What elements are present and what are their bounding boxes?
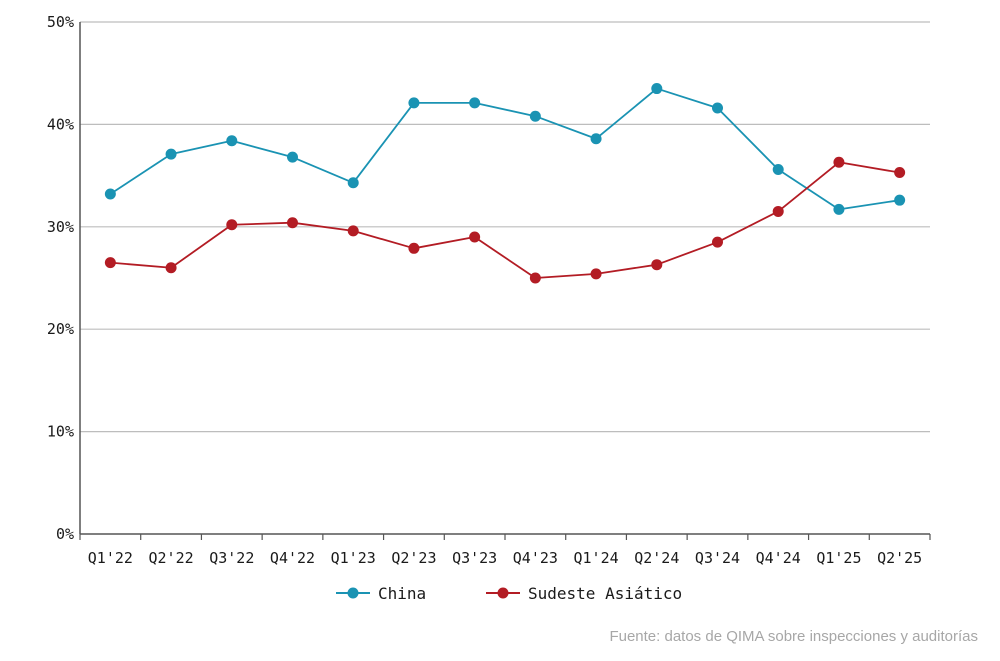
data-point bbox=[833, 156, 845, 168]
data-point bbox=[408, 242, 420, 254]
data-point bbox=[590, 268, 602, 280]
x-tick-label: Q3'24 bbox=[695, 549, 740, 567]
gridlines bbox=[80, 21, 930, 433]
x-tick-label: Q3'23 bbox=[452, 549, 497, 567]
x-tick-label: Q2'23 bbox=[391, 549, 436, 567]
legend-label: China bbox=[378, 584, 426, 603]
data-series bbox=[104, 83, 906, 284]
x-tick-label: Q3'22 bbox=[209, 549, 254, 567]
legend: China Sudeste Asiático bbox=[336, 584, 682, 603]
data-point bbox=[165, 262, 177, 274]
data-point bbox=[287, 151, 298, 163]
x-tick-label: Q1'23 bbox=[331, 549, 376, 567]
data-point bbox=[287, 217, 298, 229]
data-point bbox=[469, 231, 481, 243]
y-tick-label: 40% bbox=[47, 115, 74, 133]
data-point bbox=[104, 257, 116, 269]
y-tick-label: 30% bbox=[47, 218, 74, 236]
data-point bbox=[833, 203, 845, 215]
legend-item: China bbox=[336, 584, 426, 603]
x-tick-label: Q1'25 bbox=[816, 549, 861, 567]
data-point bbox=[408, 97, 420, 109]
y-tick-label: 50% bbox=[47, 13, 74, 31]
data-point bbox=[347, 177, 359, 189]
data-point bbox=[894, 194, 906, 206]
x-axis-tick-labels: Q1'22 Q2'22 Q3'22 Q4'22 Q1'23 Q2'23 Q3'23 Q4'23… bbox=[88, 549, 922, 567]
x-tick-label: Q4'22 bbox=[270, 549, 315, 567]
data-point bbox=[712, 102, 723, 114]
legend-item: Sudeste Asiático bbox=[486, 584, 682, 603]
data-point bbox=[651, 259, 663, 271]
data-point bbox=[894, 167, 906, 179]
legend-label: Sudeste Asiático bbox=[528, 584, 682, 603]
y-axis-tick-labels: 0% 10% 20% 30% 40% 50% bbox=[47, 13, 74, 543]
x-tick-label: Q1'24 bbox=[573, 549, 618, 567]
data-point bbox=[529, 110, 541, 122]
series-0 bbox=[104, 83, 906, 215]
data-point bbox=[772, 205, 784, 217]
x-tick-label: Q1'22 bbox=[88, 549, 133, 567]
y-tick-label: 10% bbox=[47, 423, 74, 441]
data-point bbox=[772, 163, 784, 175]
data-point bbox=[347, 225, 359, 237]
series-line bbox=[110, 161, 900, 279]
legend-marker bbox=[347, 587, 359, 599]
data-point bbox=[590, 133, 602, 145]
x-tick-label: Q4'23 bbox=[513, 549, 558, 567]
x-tick-label: Q2'22 bbox=[148, 549, 193, 567]
series-1 bbox=[104, 156, 906, 284]
series-line bbox=[109, 87, 900, 211]
data-point bbox=[469, 97, 481, 109]
data-point bbox=[651, 83, 663, 95]
x-tick-label: Q4'24 bbox=[756, 549, 801, 567]
data-point bbox=[529, 272, 541, 284]
x-tick-label: Q2'25 bbox=[877, 549, 922, 567]
data-point bbox=[712, 236, 723, 248]
y-tick-label: 0% bbox=[56, 525, 74, 543]
data-point bbox=[104, 188, 116, 200]
axes bbox=[79, 22, 931, 540]
data-point bbox=[165, 148, 177, 160]
data-point bbox=[226, 135, 238, 147]
x-tick-label: Q2'24 bbox=[634, 549, 679, 567]
source-note: Fuente: datos de QIMA sobre inspecciones… bbox=[609, 628, 978, 645]
legend-marker bbox=[497, 587, 509, 599]
data-point bbox=[226, 219, 238, 231]
y-tick-label: 20% bbox=[47, 320, 74, 338]
